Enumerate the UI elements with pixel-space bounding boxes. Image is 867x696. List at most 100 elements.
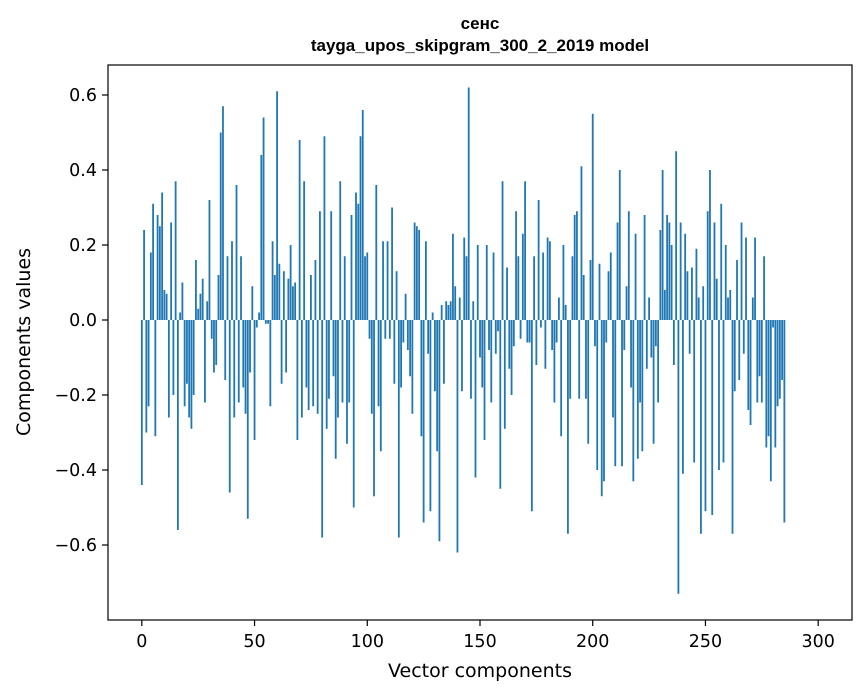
bar bbox=[503, 320, 506, 429]
bar bbox=[228, 320, 231, 493]
bar bbox=[255, 320, 258, 328]
bar bbox=[526, 320, 529, 343]
bar bbox=[215, 320, 218, 365]
bar bbox=[190, 320, 193, 429]
bar bbox=[508, 320, 511, 369]
bar bbox=[742, 320, 745, 354]
bar bbox=[400, 320, 402, 388]
bar bbox=[343, 256, 346, 320]
bar bbox=[289, 245, 292, 320]
bar bbox=[713, 222, 716, 320]
bar bbox=[422, 320, 425, 523]
bar bbox=[479, 320, 481, 358]
bar bbox=[276, 91, 278, 320]
x-axis: 0 50 100 150 200 250 300 bbox=[136, 620, 835, 652]
bar bbox=[217, 275, 220, 320]
bar bbox=[580, 166, 583, 320]
bar bbox=[472, 301, 475, 320]
bar bbox=[733, 320, 736, 392]
bar bbox=[375, 185, 378, 320]
bar bbox=[161, 192, 164, 320]
bar bbox=[600, 320, 603, 497]
bar bbox=[686, 271, 689, 320]
bar bbox=[747, 320, 750, 410]
bar bbox=[271, 241, 274, 320]
bar bbox=[528, 320, 531, 343]
bar bbox=[783, 320, 786, 523]
bar bbox=[341, 320, 344, 403]
bar bbox=[411, 320, 414, 414]
bar bbox=[519, 320, 522, 339]
bar bbox=[738, 320, 741, 380]
bar bbox=[618, 170, 621, 320]
bar bbox=[668, 222, 671, 320]
bar bbox=[201, 278, 204, 320]
y-tick-label: −0.4 bbox=[55, 461, 98, 481]
bar bbox=[404, 293, 407, 320]
y-tick-label: −0.2 bbox=[55, 386, 98, 406]
bar bbox=[697, 297, 700, 320]
bar bbox=[648, 297, 650, 320]
bar bbox=[695, 248, 698, 320]
bar bbox=[537, 200, 540, 320]
bar bbox=[436, 320, 439, 452]
bar bbox=[702, 286, 705, 320]
bar bbox=[208, 200, 211, 320]
bar bbox=[199, 293, 202, 320]
bar bbox=[312, 320, 315, 407]
bar bbox=[488, 320, 490, 350]
x-axis-label: Vector components bbox=[388, 660, 572, 682]
bar bbox=[700, 320, 702, 534]
y-tick-label: −0.6 bbox=[55, 536, 98, 556]
bar bbox=[373, 320, 375, 497]
bar bbox=[319, 211, 321, 320]
bar bbox=[233, 320, 236, 418]
bar bbox=[517, 256, 520, 320]
bar bbox=[609, 252, 612, 320]
bar bbox=[206, 301, 209, 320]
bar bbox=[663, 290, 666, 320]
bar bbox=[222, 106, 224, 320]
x-tick-label: 50 bbox=[243, 632, 265, 652]
bar bbox=[605, 320, 608, 343]
bar bbox=[210, 320, 213, 339]
bar bbox=[280, 320, 283, 384]
bar bbox=[298, 140, 301, 320]
bar bbox=[204, 320, 206, 403]
bar bbox=[763, 256, 765, 320]
bar bbox=[512, 320, 515, 347]
y-axis-label: Components values bbox=[13, 248, 35, 436]
y-tick-label: 0.4 bbox=[69, 161, 97, 181]
bar bbox=[691, 267, 693, 320]
bar bbox=[765, 320, 768, 448]
bar bbox=[470, 320, 472, 399]
bar bbox=[310, 275, 312, 320]
bar bbox=[382, 241, 384, 320]
bar bbox=[494, 320, 497, 354]
bar bbox=[393, 320, 396, 384]
bar bbox=[497, 320, 499, 332]
x-tick-label: 300 bbox=[801, 632, 834, 652]
bar bbox=[197, 308, 200, 320]
bar bbox=[339, 181, 342, 320]
bar bbox=[213, 320, 215, 373]
bar bbox=[314, 260, 317, 320]
bar bbox=[521, 233, 524, 320]
bar bbox=[152, 203, 154, 320]
bar bbox=[643, 215, 646, 320]
bar bbox=[641, 320, 644, 452]
bar bbox=[740, 222, 743, 320]
bar bbox=[186, 320, 188, 384]
bar bbox=[143, 230, 145, 320]
bar bbox=[258, 312, 260, 320]
bar bbox=[262, 117, 265, 320]
bar bbox=[490, 320, 493, 403]
bar bbox=[461, 320, 463, 392]
bar bbox=[621, 320, 623, 467]
bar bbox=[499, 320, 502, 489]
bar bbox=[267, 320, 269, 324]
bar bbox=[316, 320, 319, 414]
bar bbox=[607, 271, 610, 320]
bar bbox=[650, 320, 653, 358]
bar bbox=[715, 278, 718, 320]
